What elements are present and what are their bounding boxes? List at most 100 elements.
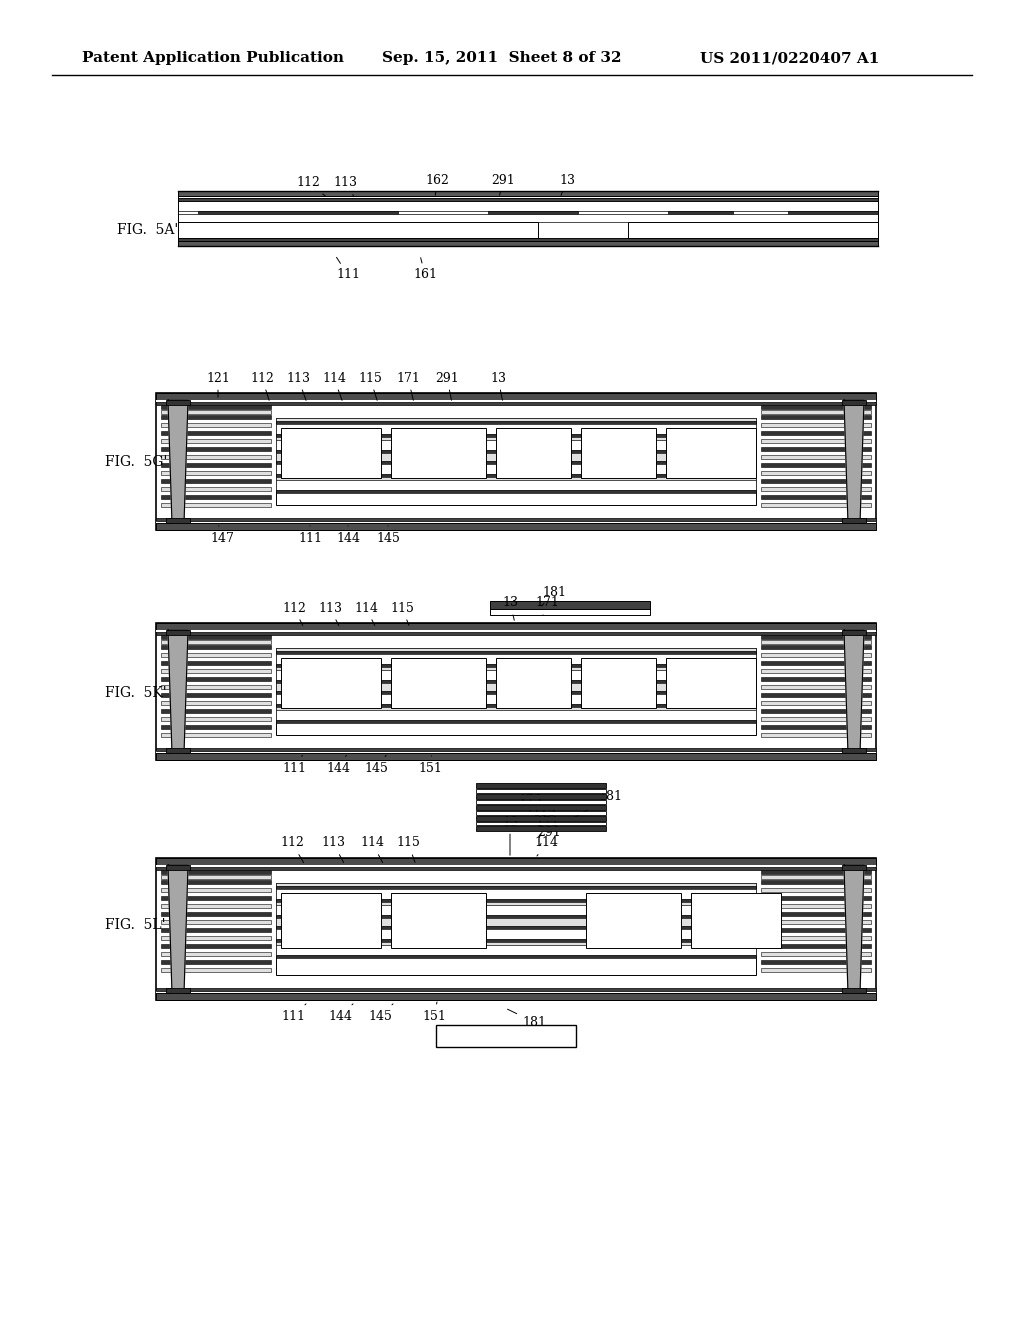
Text: 145: 145 xyxy=(368,1005,393,1023)
Text: 113: 113 xyxy=(321,837,345,862)
Bar xyxy=(156,632,876,635)
Bar xyxy=(276,434,756,437)
Bar xyxy=(761,904,871,908)
Bar xyxy=(761,422,871,426)
Bar xyxy=(761,640,871,644)
Polygon shape xyxy=(168,865,188,993)
Bar xyxy=(761,701,871,705)
Bar xyxy=(276,942,756,945)
Bar xyxy=(581,657,656,708)
Bar xyxy=(276,927,756,929)
Bar xyxy=(281,428,381,478)
Bar xyxy=(761,432,871,436)
Bar xyxy=(166,865,190,870)
Bar xyxy=(842,630,866,635)
Text: 113: 113 xyxy=(286,371,310,400)
Bar xyxy=(761,875,871,879)
Bar xyxy=(276,480,756,490)
Bar xyxy=(761,411,871,414)
Bar xyxy=(161,944,271,948)
Bar xyxy=(842,987,866,993)
Bar xyxy=(761,455,871,459)
Bar xyxy=(761,896,871,900)
Bar xyxy=(761,653,871,657)
Bar xyxy=(281,657,381,708)
Bar xyxy=(761,717,871,721)
Bar xyxy=(761,479,871,483)
Bar xyxy=(476,826,606,832)
Bar xyxy=(276,651,756,653)
Text: 111: 111 xyxy=(281,1005,306,1023)
Bar xyxy=(488,211,578,214)
Bar xyxy=(276,899,756,902)
Bar xyxy=(161,875,271,879)
Bar xyxy=(276,888,756,899)
Text: 145: 145 xyxy=(365,755,388,775)
Bar xyxy=(156,865,876,867)
Bar xyxy=(761,912,871,916)
Bar xyxy=(761,936,871,940)
Text: 173: 173 xyxy=(518,793,542,812)
Bar xyxy=(161,709,271,713)
Bar xyxy=(476,816,606,821)
Bar xyxy=(761,709,871,713)
Bar xyxy=(178,242,878,246)
Bar xyxy=(761,463,871,467)
Text: 162: 162 xyxy=(425,173,449,195)
Text: FIG.  5G': FIG. 5G' xyxy=(105,455,167,469)
Text: 291: 291 xyxy=(435,371,459,400)
Bar xyxy=(761,928,871,932)
Bar xyxy=(178,222,538,238)
Bar xyxy=(391,894,486,948)
Bar xyxy=(156,623,876,630)
Bar xyxy=(761,960,871,964)
Bar xyxy=(161,960,271,964)
Bar xyxy=(391,657,486,708)
Bar xyxy=(178,198,878,201)
Bar xyxy=(788,211,878,214)
Bar xyxy=(161,653,271,657)
Text: 151: 151 xyxy=(422,1002,445,1023)
Bar xyxy=(276,653,756,664)
Bar xyxy=(156,400,876,403)
Bar xyxy=(161,487,271,491)
Bar xyxy=(161,912,271,916)
Bar xyxy=(276,421,756,424)
Bar xyxy=(761,635,871,639)
Text: 113: 113 xyxy=(318,602,342,626)
Bar xyxy=(476,800,606,804)
Text: 113: 113 xyxy=(333,177,357,195)
Text: 112: 112 xyxy=(282,602,306,626)
Bar xyxy=(156,523,876,531)
Bar xyxy=(276,939,756,942)
Bar xyxy=(156,987,876,991)
Bar xyxy=(761,944,871,948)
Bar xyxy=(276,710,756,719)
Bar xyxy=(761,677,871,681)
Bar xyxy=(156,752,876,760)
Bar xyxy=(161,411,271,414)
Bar xyxy=(161,661,271,665)
Bar xyxy=(161,685,271,689)
Bar xyxy=(161,880,271,884)
Bar xyxy=(161,968,271,972)
Text: 111: 111 xyxy=(282,755,306,775)
Bar xyxy=(276,886,756,888)
Bar xyxy=(161,635,271,639)
Bar xyxy=(276,883,756,975)
Text: 114: 114 xyxy=(534,837,558,855)
Bar xyxy=(178,214,878,222)
Text: 115: 115 xyxy=(396,837,420,862)
Bar xyxy=(666,428,756,478)
Bar xyxy=(761,685,871,689)
Bar xyxy=(166,400,190,405)
Bar xyxy=(276,474,756,477)
Bar xyxy=(668,211,733,214)
Text: 145: 145 xyxy=(376,525,400,544)
Bar xyxy=(276,682,756,690)
Bar xyxy=(628,222,878,238)
Bar xyxy=(161,440,271,444)
Text: 111: 111 xyxy=(298,525,322,544)
Bar xyxy=(761,725,871,729)
Bar xyxy=(276,694,756,704)
